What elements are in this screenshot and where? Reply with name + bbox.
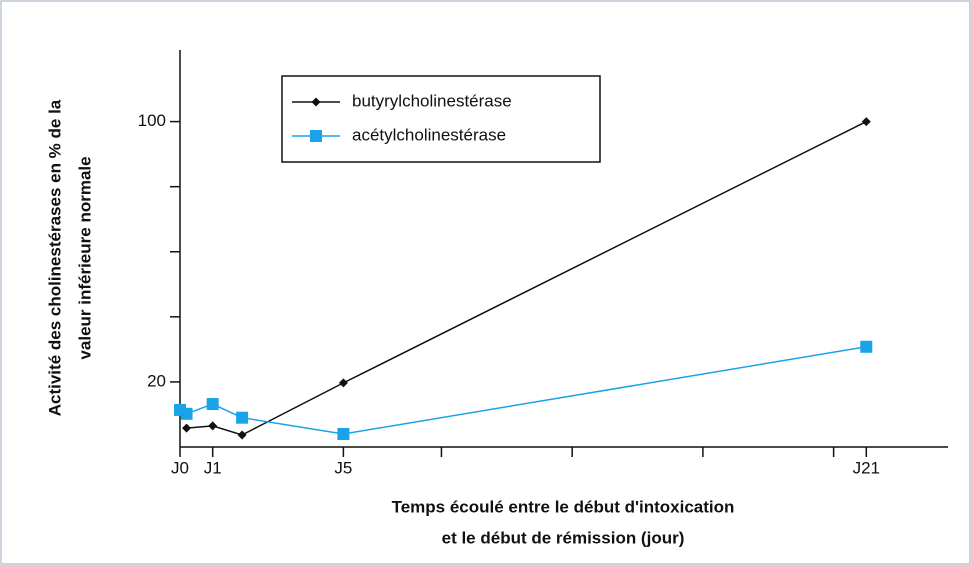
data-point bbox=[237, 430, 247, 440]
data-point bbox=[861, 117, 871, 127]
legend-label: butyrylcholinestérase bbox=[352, 91, 512, 110]
data-point bbox=[182, 423, 192, 433]
y-tick-label: 20 bbox=[147, 371, 166, 390]
data-point bbox=[236, 411, 249, 424]
x-axis-label: et le début de rémission (jour) bbox=[442, 528, 685, 547]
x-tick-label: J1 bbox=[204, 458, 222, 477]
legend-box bbox=[281, 75, 601, 163]
data-point bbox=[860, 340, 873, 353]
legend-label: acétylcholinestérase bbox=[352, 125, 506, 144]
y-axis-label: Activité des cholinestérases en % de la bbox=[45, 99, 64, 416]
data-point bbox=[208, 421, 218, 431]
x-tick-label: J5 bbox=[334, 458, 352, 477]
x-tick-label: J21 bbox=[853, 458, 880, 477]
data-point bbox=[338, 378, 348, 388]
y-axis-label: valeur inférieure normale bbox=[75, 156, 94, 359]
legend-marker bbox=[311, 97, 321, 107]
x-tick-label: J0 bbox=[171, 458, 189, 477]
data-point bbox=[206, 398, 219, 411]
legend-marker bbox=[310, 130, 322, 142]
data-point bbox=[180, 407, 193, 420]
y-tick-label: 100 bbox=[138, 111, 166, 130]
data-point bbox=[337, 427, 350, 440]
x-axis-label: Temps écoulé entre le début d'intoxicati… bbox=[392, 497, 735, 516]
